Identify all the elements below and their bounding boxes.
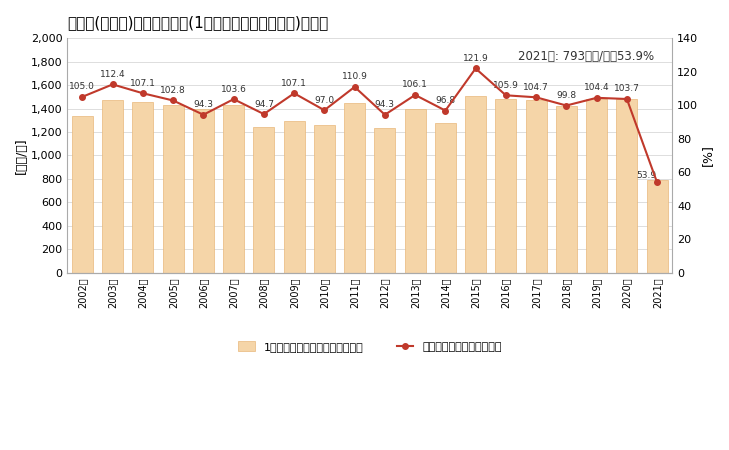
Bar (163, 105, 184, 273)
Bar (616, 99, 637, 273)
Y-axis label: [万円/人]: [万円/人] (15, 137, 28, 174)
Text: 121.9: 121.9 (463, 54, 488, 63)
Bar (374, 129, 395, 273)
Text: 104.7: 104.7 (523, 83, 549, 92)
Text: 94.3: 94.3 (375, 100, 395, 109)
Bar (284, 122, 305, 273)
Y-axis label: [%]: [%] (701, 144, 714, 166)
Text: 103.7: 103.7 (614, 85, 640, 94)
Text: 107.1: 107.1 (130, 79, 156, 88)
Bar (434, 123, 456, 273)
Bar (405, 108, 426, 273)
Bar (526, 100, 547, 273)
Bar (102, 100, 123, 273)
Bar (132, 102, 154, 273)
Bar (313, 125, 335, 273)
Text: 2021年: 793万円/人，53.9%: 2021年: 793万円/人，53.9% (518, 50, 654, 63)
Text: 104.4: 104.4 (584, 83, 609, 92)
Text: 94.7: 94.7 (254, 99, 274, 108)
Bar (647, 180, 668, 273)
Text: 112.4: 112.4 (100, 70, 125, 79)
Text: 105.9: 105.9 (493, 81, 519, 90)
Bar (465, 96, 486, 273)
Bar (192, 108, 214, 273)
Text: 103.6: 103.6 (221, 85, 246, 94)
Bar (253, 127, 274, 273)
Text: 96.8: 96.8 (435, 96, 456, 105)
Legend: 1人当たり粗付加価値額（左軸）, 対全国比（右軸）（右軸）: 1人当たり粗付加価値額（左軸）, 対全国比（右軸）（右軸） (233, 337, 506, 356)
Text: 107.1: 107.1 (281, 79, 307, 88)
Text: 97.0: 97.0 (314, 96, 335, 105)
Text: 105.0: 105.0 (69, 82, 95, 91)
Text: 102.8: 102.8 (160, 86, 186, 95)
Text: 94.3: 94.3 (193, 100, 214, 109)
Text: 106.1: 106.1 (402, 81, 428, 90)
Bar (71, 116, 93, 273)
Text: 99.8: 99.8 (556, 91, 577, 100)
Text: 110.9: 110.9 (342, 72, 367, 81)
Text: 名護市(沖縄県)の労働生産性(1人当たり粗付加価値額)の推移: 名護市(沖縄県)の労働生産性(1人当たり粗付加価値額)の推移 (67, 15, 329, 30)
Bar (223, 105, 244, 273)
Text: 53.9: 53.9 (636, 171, 656, 180)
Bar (344, 103, 365, 273)
Bar (495, 99, 516, 273)
Bar (555, 106, 577, 273)
Bar (586, 99, 607, 273)
